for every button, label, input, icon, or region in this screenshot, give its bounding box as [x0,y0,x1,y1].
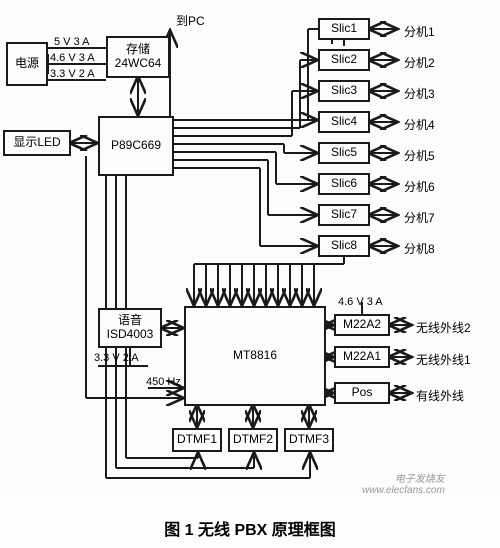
ext2-label: 分机2 [404,54,435,71]
watermark: 电子发烧友 www.elecfans.com [362,470,445,496]
ext1-label: 分机1 [404,23,435,40]
ext8-label: 分机8 [404,240,435,257]
m22a1-label: M22A1 [343,350,381,364]
m22a2-label: M22A2 [343,318,381,332]
dtmf3-label: DTMF3 [289,433,329,447]
m22a2-box: M22A2 [334,314,390,336]
freq-450hz: 450 Hz [146,376,181,388]
dtmf2-box: DTMF2 [228,428,278,452]
storage-box: 存储 24WC64 [106,36,170,78]
ext3-label: 分机3 [404,85,435,102]
slic2-box: Slic2 [318,49,370,71]
ext4-label: 分机4 [404,116,435,133]
voice-label: 语音 ISD4003 [107,314,154,342]
mcu-box: P89C669 [98,116,174,176]
slic7-box: Slic7 [318,204,370,226]
slic6-box: Slic6 [318,173,370,195]
to-pc-label: 到PC [176,12,205,29]
slic3-box: Slic3 [318,80,370,102]
storage-label: 存储 24WC64 [115,43,162,71]
ext7-label: 分机7 [404,209,435,226]
voltage-3v3: 3.3 V 2 A [50,68,95,80]
led-box: 显示LED [3,130,71,156]
mt8816-label: MT8816 [233,349,277,363]
wireless1-label: 无线外线1 [416,351,471,368]
slic5-box: Slic5 [318,142,370,164]
mt8816-box: MT8816 [184,306,326,406]
figure-caption: 图 1 无线 PBX 原理框图 [0,516,500,540]
slic5-label: Slic5 [331,146,357,160]
led-label: 显示LED [13,136,60,150]
slic2-label: Slic2 [331,53,357,67]
slic7-label: Slic7 [331,208,357,222]
ext5-label: 分机5 [404,147,435,164]
slic1-box: Slic1 [318,18,370,40]
dtmf2-label: DTMF2 [233,433,273,447]
slic4-box: Slic4 [318,111,370,133]
wired-label: 有线外线 [416,387,464,404]
voice-box: 语音 ISD4003 [98,308,162,348]
dtmf1-box: DTMF1 [172,428,222,452]
slic8-label: Slic8 [331,239,357,253]
power-box: 电源 [6,42,48,86]
slic8-box: Slic8 [318,235,370,257]
dtmf3-box: DTMF3 [284,428,334,452]
m22a1-box: M22A1 [334,346,390,368]
slic6-label: Slic6 [331,177,357,191]
mcu-label: P89C669 [111,139,161,153]
voltage-4v6b: 4.6 V 3 A [338,296,383,308]
slic3-label: Slic3 [331,84,357,98]
voltage-3v3b: 3.3 V 2 A [94,352,139,364]
voltage-4v6: 4.6 V 3 A [50,52,95,64]
pbx-block-diagram: 电源 存储 24WC64 显示LED P89C669 语音 ISD4003 MT… [0,0,500,498]
slic1-label: Slic1 [331,22,357,36]
power-label: 电源 [15,57,39,71]
slic4-label: Slic4 [331,115,357,129]
pos-box: Pos [334,382,390,404]
pos-label: Pos [352,386,373,400]
ext6-label: 分机6 [404,178,435,195]
wireless2-label: 无线外线2 [416,319,471,336]
voltage-5v: 5 V 3 A [54,36,89,48]
dtmf1-label: DTMF1 [177,433,217,447]
